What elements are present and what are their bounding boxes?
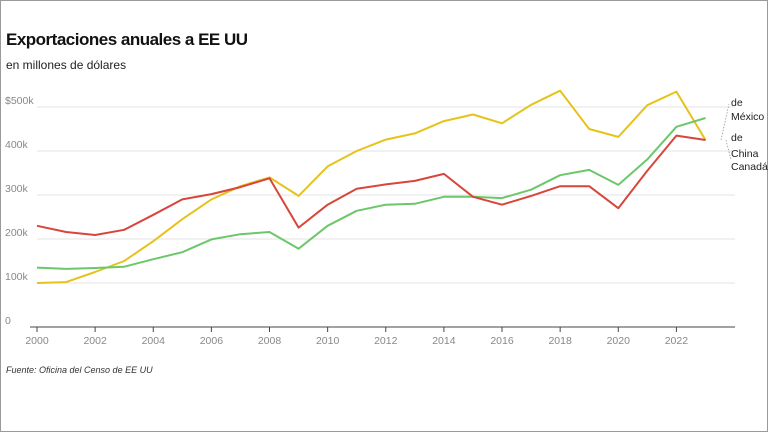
x-tick-label: 2010 <box>316 335 340 347</box>
y-tick-label: 0 <box>5 315 11 327</box>
series-label-china-line2: China <box>731 148 759 160</box>
series-label-china-line1: de <box>731 132 743 144</box>
series-label-mexico-line1: de <box>731 97 743 109</box>
series-line-china <box>36 134 706 236</box>
x-tick-label: 2022 <box>665 335 689 347</box>
x-tick-label: 2002 <box>83 335 107 347</box>
x-tick-label: 2004 <box>142 335 166 347</box>
series-line-canada <box>36 117 706 270</box>
series-label-canada: Canadá <box>731 161 768 173</box>
y-tick-label: $500k <box>5 95 34 107</box>
x-tick-label: 2016 <box>490 335 514 347</box>
y-tick-label: 400k <box>5 139 29 151</box>
series-line-mexico <box>36 89 707 284</box>
x-tick-label: 2012 <box>374 335 398 347</box>
x-tick-label: 2008 <box>258 335 282 347</box>
leader-line-china <box>725 139 732 161</box>
leader-line-mexico <box>720 103 730 141</box>
chart-source: Fuente: Oficina del Censo de EE UU <box>6 365 153 375</box>
chart-title: Exportaciones anuales a EE UU <box>6 30 248 49</box>
chart-subtitle: en millones de dólares <box>6 58 127 72</box>
series-label-mexico-line2: México <box>731 111 764 123</box>
x-tick-label: 2018 <box>548 335 572 347</box>
y-tick-label: 100k <box>5 271 29 283</box>
y-tick-label: 200k <box>5 227 29 239</box>
x-tick-label: 2014 <box>432 335 456 347</box>
x-tick-label: 2000 <box>25 335 49 347</box>
x-tick-label: 2006 <box>200 335 224 347</box>
x-tick-label: 2020 <box>607 335 631 347</box>
y-tick-label: 300k <box>5 183 29 195</box>
